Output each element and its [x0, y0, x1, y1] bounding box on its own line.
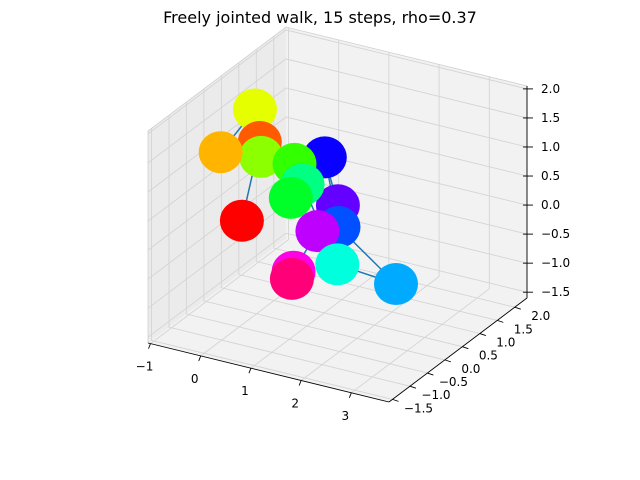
y-tick-mark — [409, 385, 417, 389]
y-tick-label: 2.0 — [531, 309, 550, 323]
walk-point — [269, 257, 314, 300]
chart-title: Freely jointed walk, 15 steps, rho=0.37 — [163, 8, 477, 27]
walk-point — [198, 131, 243, 174]
x-gridline — [351, 76, 490, 394]
y-tick-label: 1.0 — [496, 336, 515, 350]
x-tick-mark — [248, 368, 252, 374]
walk-point — [315, 243, 360, 286]
walk-point — [219, 199, 264, 242]
x-tick-label: 2 — [291, 396, 299, 410]
z-tick-label: −0.5 — [541, 227, 570, 241]
z-tick-label: 0.5 — [541, 169, 560, 183]
x-gridline — [300, 64, 440, 381]
y-tick-mark — [444, 359, 452, 363]
walk-points — [198, 88, 418, 305]
walk-point — [374, 263, 418, 305]
pane-floor — [148, 239, 527, 402]
y-tick-mark — [514, 306, 521, 310]
walk-point — [295, 210, 340, 253]
tick-labels: −10123−1.5−1.0−0.50.00.51.01.52.0−1.5−1.… — [136, 82, 570, 423]
y-gridline — [151, 128, 393, 400]
z-gridline — [147, 232, 528, 338]
z-gridline — [147, 29, 528, 135]
y-tick-label: 1.5 — [514, 322, 533, 336]
x-tick-mark — [198, 355, 202, 362]
y-axis-line — [388, 297, 528, 403]
x-tick-label: −1 — [136, 360, 154, 374]
y-tick-label: −0.5 — [439, 375, 468, 389]
y-tick-label: −1.5 — [404, 401, 433, 415]
z-gridline — [147, 116, 528, 222]
z-tick-label: 0.0 — [541, 198, 560, 212]
x-tick-mark — [148, 343, 151, 349]
y-tick-label: 0.5 — [479, 349, 498, 363]
axes-lines — [147, 26, 533, 403]
y-tick-mark — [427, 372, 434, 376]
z-tick-label: 1.5 — [541, 111, 560, 125]
x-tick-label: 0 — [191, 372, 199, 386]
pane-edge-top — [147, 26, 528, 132]
y-gridline — [185, 102, 428, 374]
x-tick-label: 1 — [241, 384, 249, 398]
walk-point — [239, 135, 284, 178]
y-tick-mark — [479, 333, 486, 336]
y-tick-label: −1.0 — [421, 388, 450, 402]
z-tick-label: 1.0 — [541, 140, 560, 154]
y-tick-mark — [462, 346, 469, 350]
x-tick-mark — [348, 392, 352, 398]
x-axis-line — [147, 342, 390, 403]
x-gridline — [150, 27, 289, 344]
y-tick-mark — [497, 319, 504, 323]
y-tick-label: 0.0 — [461, 362, 480, 376]
y-tick-mark — [392, 398, 399, 402]
z-gridline — [147, 87, 528, 193]
z-gridline — [147, 58, 528, 164]
x-tick-label: 3 — [342, 409, 350, 423]
walk-point — [233, 88, 277, 131]
x-tick-mark — [298, 380, 302, 386]
z-tick-label: 2.0 — [541, 82, 560, 96]
y-gridline — [168, 115, 411, 387]
y-gridline — [238, 62, 480, 334]
z-tick-label: −1.0 — [541, 256, 570, 270]
z-tick-label: −1.5 — [541, 285, 570, 299]
walk-point — [268, 176, 313, 219]
